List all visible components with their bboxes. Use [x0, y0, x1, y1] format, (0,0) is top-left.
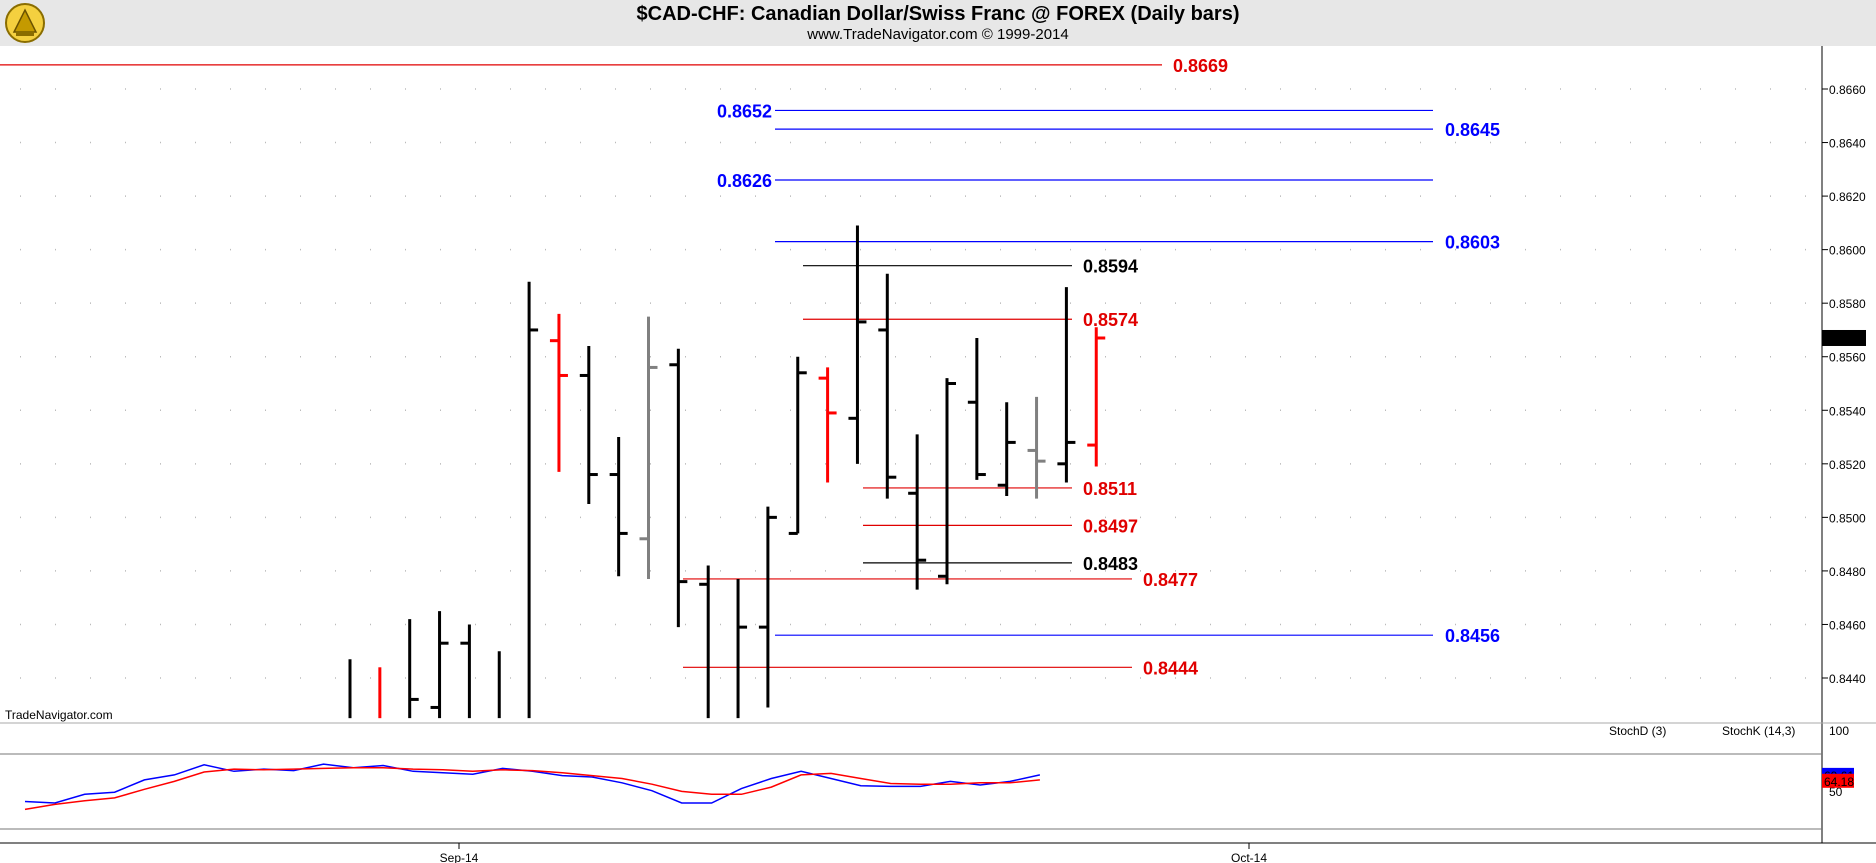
ohlc-bar — [699, 565, 710, 719]
level-label: 0.8511 — [1083, 479, 1137, 499]
trade-navigator-logo-icon — [5, 3, 45, 43]
ohlc-bar — [579, 346, 598, 504]
level-label: 0.8669 — [1173, 56, 1228, 76]
level-label: 0.8652 — [717, 101, 772, 121]
y-tick-label: 0.8540 — [1829, 404, 1866, 418]
stoch-tick-label: 100 — [1829, 724, 1849, 738]
ohlc-bar — [736, 578, 748, 719]
ohlc-bar — [460, 624, 471, 719]
y-tick-label: 0.8580 — [1829, 297, 1866, 311]
ohlc-bar — [967, 337, 986, 480]
ohlc-bar — [818, 367, 837, 483]
y-tick-label: 0.8520 — [1829, 458, 1866, 472]
ohlc-bar — [938, 378, 956, 585]
y-tick-label: 0.8560 — [1829, 351, 1866, 365]
level-label: 0.8603 — [1445, 233, 1500, 253]
ohlc-bar — [848, 225, 867, 464]
ohlc-bar — [878, 273, 897, 499]
ohlc-bar — [788, 356, 807, 535]
level-label: 0.8574 — [1083, 310, 1138, 330]
axes: 0.8440 0.8460 0.8480 0.8500 0.8520 0.8540 0.85… — [0, 46, 1876, 863]
y-tick-label: 0.8480 — [1829, 565, 1866, 579]
level-label: 0.8626 — [717, 171, 772, 191]
stoch-tick-label: 50 — [1829, 785, 1843, 799]
stochd-value-label: 64.18 — [1824, 775, 1854, 789]
y-tick-label: 0.8500 — [1829, 511, 1866, 525]
level-label: 0.8483 — [1083, 554, 1138, 574]
ohlc-bar — [527, 281, 539, 719]
y-tick-label: 0.8640 — [1829, 137, 1866, 151]
chart-subtitle: www.TradeNavigator.com © 1999-2014 — [807, 26, 1069, 43]
chart-header: $CAD-CHF: Canadian Dollar/Swiss Franc @ … — [0, 0, 1876, 46]
stochk-legend: StochK (14,3) — [1722, 724, 1795, 738]
y-tick-label: 0.8620 — [1829, 190, 1866, 204]
ohlc-bar — [669, 348, 688, 628]
ohlc-bar — [549, 313, 568, 472]
ohlc-bar — [639, 316, 658, 579]
level-label: 0.8645 — [1445, 120, 1500, 140]
ohlc-bar — [408, 619, 419, 719]
stochd-line — [24, 766, 1040, 811]
level-label: 0.8444 — [1143, 658, 1198, 678]
ohlc-bar — [997, 402, 1016, 496]
y-tick-label: 0.8600 — [1829, 244, 1866, 258]
ohlc-bar — [430, 611, 449, 719]
chart-title: $CAD-CHF: Canadian Dollar/Swiss Franc @ … — [636, 3, 1240, 25]
level-label: 0.8456 — [1445, 626, 1500, 646]
last-price-label: 0.8567 — [1825, 332, 1862, 346]
last-price-tag — [1822, 329, 1866, 346]
ohlc-bar — [1087, 327, 1106, 467]
y-tick-label: 0.8460 — [1829, 618, 1866, 632]
ohlc-bar — [1057, 287, 1076, 483]
level-label: 0.8594 — [1083, 257, 1138, 277]
ohlc-bar — [609, 437, 628, 577]
level-label: 0.8477 — [1143, 570, 1198, 590]
x-tick-label: Oct-14 — [1231, 851, 1267, 863]
price-levels: 0.8669 0.8652 0.8645 0.8626 0.8603 0.8594 0.85… — [0, 56, 1500, 678]
stochd-value-tag — [1822, 773, 1854, 788]
ohlc-bar — [1027, 396, 1046, 499]
level-label: 0.8497 — [1083, 516, 1138, 536]
y-tick-label: 0.8660 — [1829, 83, 1866, 97]
ohlc-bar — [758, 506, 777, 708]
ohlc-bar — [908, 434, 927, 590]
price-grid — [20, 88, 1822, 679]
x-tick-label: Sep-14 — [440, 851, 479, 863]
y-tick-label: 0.8440 — [1829, 672, 1866, 686]
stochd-legend: StochD (3) — [1609, 724, 1666, 738]
ohlc-bars — [348, 225, 1106, 719]
watermark-text: TradeNavigator.com — [5, 708, 113, 722]
